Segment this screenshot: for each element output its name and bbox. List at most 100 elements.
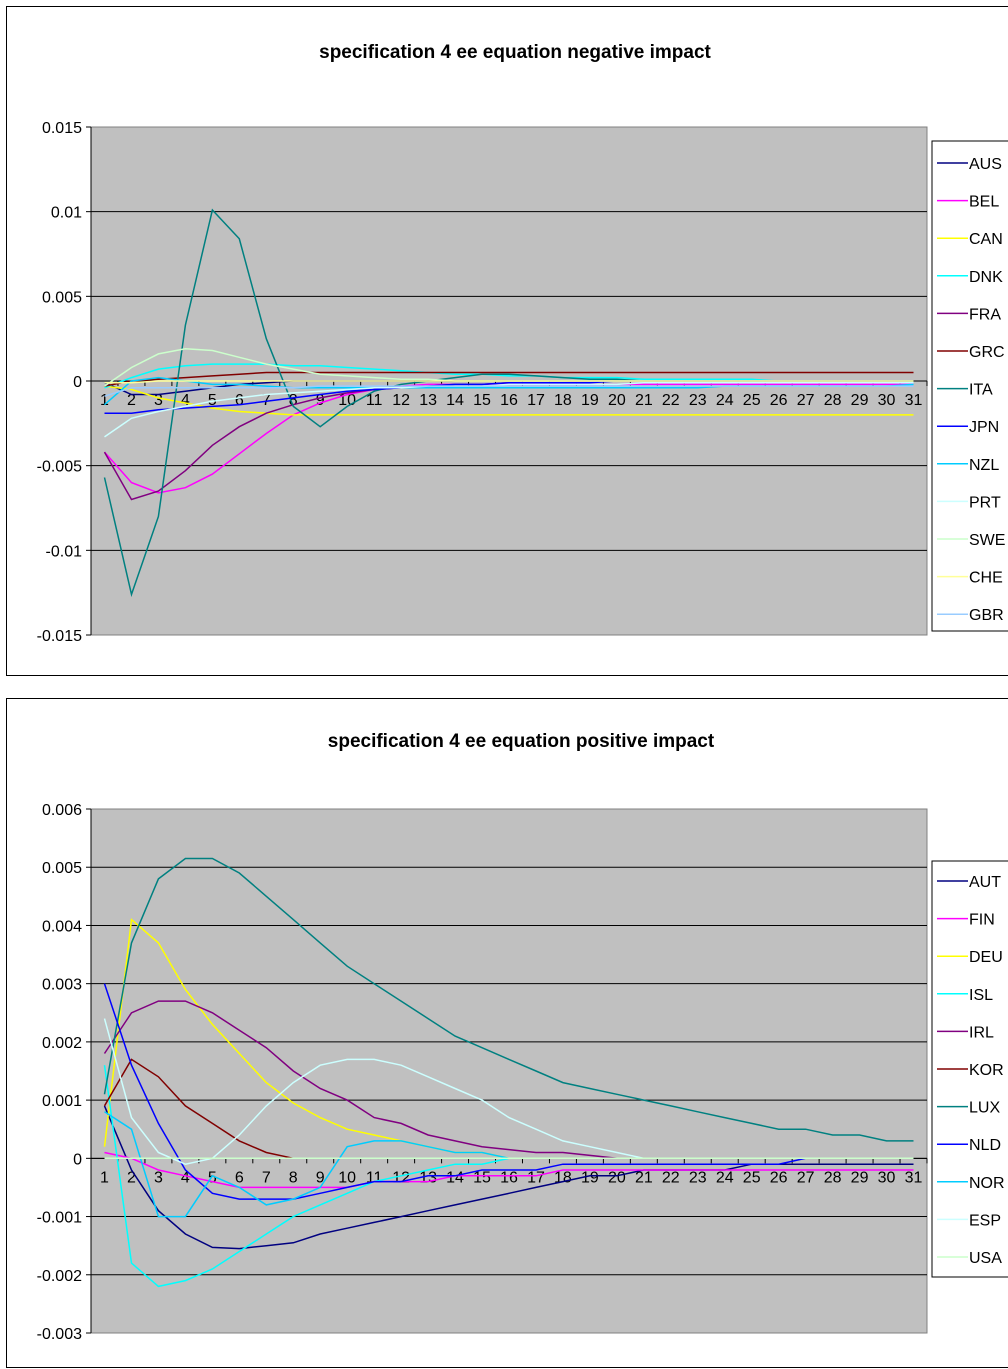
x-tick-label: 30 (878, 1169, 896, 1186)
y-tick-label: 0.003 (42, 977, 82, 994)
x-tick-label: 8 (289, 392, 298, 409)
y-tick-label: -0.001 (37, 1210, 82, 1227)
legend-label: NZL (969, 457, 999, 474)
x-tick-label: 25 (743, 1169, 761, 1186)
x-tick-label: 12 (392, 392, 410, 409)
y-tick-label: -0.003 (37, 1326, 82, 1343)
x-tick-label: 28 (824, 1169, 842, 1186)
chart-negative-impact: specification 4 ee equation negative imp… (6, 6, 1008, 676)
legend-label: LUX (969, 1100, 1000, 1117)
legend-label: GBR (969, 607, 1004, 624)
x-tick-label: 16 (500, 392, 518, 409)
y-tick-label: -0.002 (37, 1268, 82, 1285)
y-tick-label: 0.005 (42, 289, 82, 306)
y-tick-label: 0.005 (42, 860, 82, 877)
x-tick-label: 21 (635, 392, 653, 409)
y-tick-label: 0.001 (42, 1093, 82, 1110)
x-tick-label: 1 (100, 392, 109, 409)
x-tick-label: 8 (289, 1169, 298, 1186)
y-tick-label: 0.015 (42, 120, 82, 137)
x-tick-label: 22 (662, 392, 680, 409)
x-tick-label: 17 (527, 392, 545, 409)
y-tick-label: -0.015 (37, 628, 82, 645)
legend-label: NLD (969, 1137, 1001, 1154)
x-tick-label: 7 (262, 1169, 271, 1186)
y-tick-label: 0 (73, 1151, 82, 1168)
x-tick-label: 28 (824, 392, 842, 409)
x-tick-label: 23 (689, 392, 707, 409)
x-tick-label: 24 (716, 392, 734, 409)
y-tick-label: -0.01 (46, 543, 83, 560)
y-tick-label: -0.005 (37, 459, 82, 476)
legend-label: ESP (969, 1212, 1001, 1229)
x-tick-label: 16 (500, 1169, 518, 1186)
series-line-can (104, 385, 914, 416)
legend-label: BEL (969, 194, 999, 211)
x-tick-label: 11 (366, 392, 383, 409)
x-tick-label: 20 (608, 1169, 626, 1186)
x-tick-label: 14 (446, 1169, 464, 1186)
x-tick-label: 4 (181, 1169, 190, 1186)
x-tick-label: 1 (100, 1169, 109, 1186)
x-tick-label: 6 (235, 1169, 244, 1186)
x-tick-label: 29 (851, 392, 869, 409)
legend-label: PRT (969, 494, 1001, 511)
x-tick-label: 29 (851, 1169, 869, 1186)
x-tick-label: 23 (689, 1169, 707, 1186)
series-line-lux (103, 857, 914, 1142)
legend-label: DNK (969, 269, 1003, 286)
legend-label: GRC (969, 344, 1005, 361)
x-tick-label: 19 (581, 392, 599, 409)
x-tick-label: 22 (662, 1169, 680, 1186)
x-tick-label: 27 (797, 1169, 815, 1186)
x-tick-label: 2 (127, 392, 136, 409)
chart-title: specification 4 ee equation negative imp… (319, 42, 711, 63)
y-tick-label: 0 (73, 374, 82, 391)
x-tick-label: 31 (905, 392, 923, 409)
x-tick-label: 17 (527, 1169, 545, 1186)
legend-label: KOR (969, 1062, 1004, 1079)
legend-label: CAN (969, 231, 1003, 248)
chart-positive-impact-svg: specification 4 ee equation positive imp… (37, 731, 1008, 1343)
legend-label: ISL (969, 987, 993, 1004)
x-tick-label: 24 (716, 1169, 734, 1186)
x-tick-label: 18 (554, 392, 572, 409)
x-tick-label: 4 (181, 392, 190, 409)
x-tick-label: 2 (127, 1169, 136, 1186)
legend-label: CHE (969, 570, 1003, 587)
x-tick-label: 9 (316, 392, 325, 409)
legend-label: AUS (969, 156, 1002, 173)
x-tick-label: 3 (154, 392, 163, 409)
x-tick-label: 5 (208, 1169, 217, 1186)
y-tick-label: 0.004 (42, 918, 82, 935)
legend-label: ITA (969, 382, 993, 399)
x-tick-label: 26 (770, 1169, 788, 1186)
y-tick-label: 0.006 (42, 802, 82, 819)
x-tick-label: 9 (316, 1169, 325, 1186)
x-tick-label: 20 (608, 392, 626, 409)
x-tick-label: 3 (154, 1169, 163, 1186)
plot-area (90, 808, 928, 1334)
series-line-prt (104, 381, 914, 438)
series-line-grc (104, 371, 914, 387)
chart-negative-impact-svg: specification 4 ee equation negative imp… (37, 42, 1008, 645)
legend-label: IRL (969, 1024, 994, 1041)
x-tick-label: 5 (208, 392, 217, 409)
x-tick-label: 30 (878, 392, 896, 409)
x-tick-label: 31 (905, 1169, 923, 1186)
legend-label: FIN (969, 912, 995, 929)
series-line-gbr (104, 385, 914, 397)
x-tick-label: 19 (581, 1169, 599, 1186)
x-tick-label: 15 (473, 392, 491, 409)
y-tick-label: 0.002 (42, 1035, 82, 1052)
chart-positive-impact: specification 4 ee equation positive imp… (6, 698, 1008, 1368)
x-tick-label: 6 (235, 392, 244, 409)
x-tick-label: 14 (446, 392, 464, 409)
x-tick-label: 15 (473, 1169, 491, 1186)
legend-label: SWE (969, 532, 1005, 549)
chart-title: specification 4 ee equation positive imp… (328, 731, 715, 752)
legend-label: JPN (969, 419, 999, 436)
legend-label: USA (969, 1250, 1002, 1267)
y-tick-label: 0.01 (51, 205, 82, 222)
x-tick-label: 7 (262, 392, 271, 409)
